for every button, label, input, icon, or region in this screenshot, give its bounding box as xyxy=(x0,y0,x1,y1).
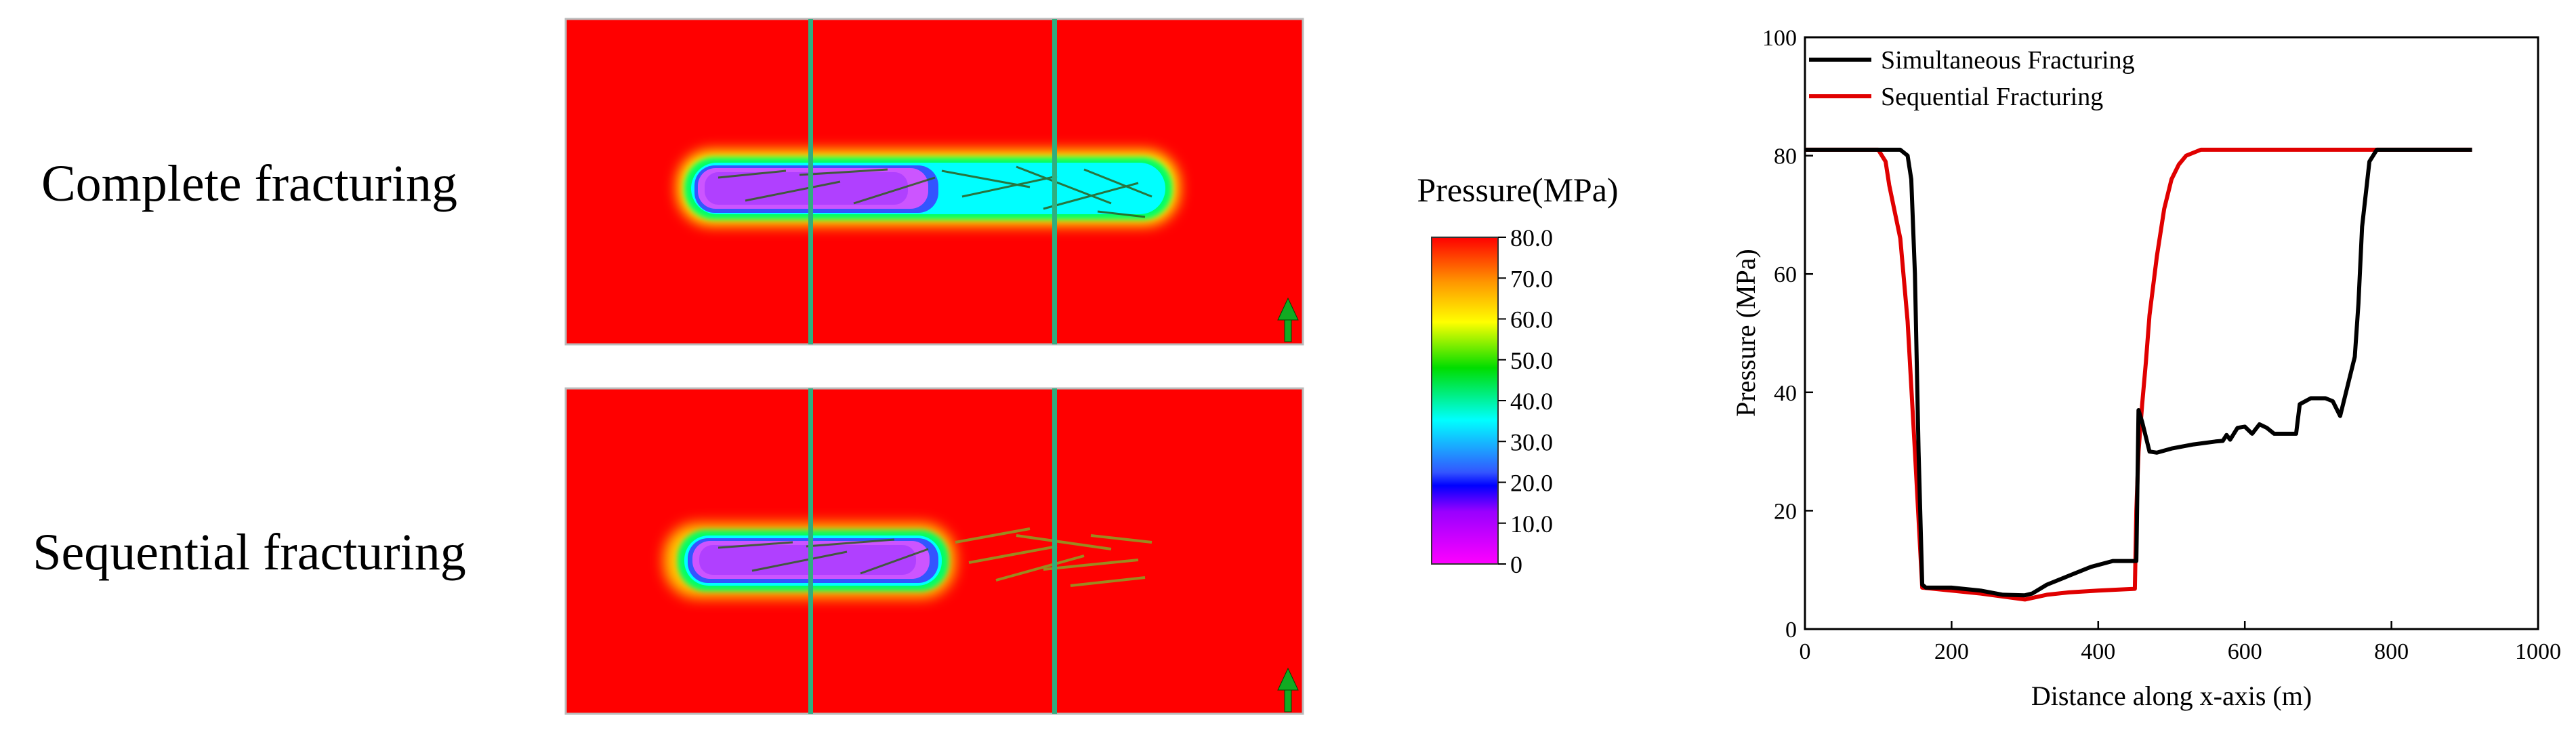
y-tick-label: 60 xyxy=(1774,262,1797,287)
north-arrow-icon xyxy=(1277,667,1299,712)
y-axis-label: Pressure (MPa) xyxy=(1730,249,1761,417)
simulation-panel-complete xyxy=(564,18,1304,346)
colorbar-tick-label: 20.0 xyxy=(1510,470,1553,497)
colorbar-tick-label: 50.0 xyxy=(1510,347,1553,374)
x-tick-label: 400 xyxy=(2081,639,2115,664)
colorbar-tick-label: 70.0 xyxy=(1510,265,1553,292)
legend-entry: Sequential Fracturing xyxy=(1881,83,2103,111)
x-tick-label: 200 xyxy=(1934,639,1969,664)
x-tick-label: 1000 xyxy=(2515,639,2561,664)
y-tick-label: 20 xyxy=(1774,499,1797,524)
colorbar: Pressure(MPa) 80.0 70.0 60.0 50.0 40.0 30.0 20… xyxy=(1417,171,1618,578)
north-arrow-icon xyxy=(1277,297,1299,342)
series-line-1 xyxy=(1805,147,2472,602)
x-axis-label: Distance along x-axis (m) xyxy=(2031,681,2312,711)
row-label-sequential: Sequential fracturing xyxy=(33,524,465,581)
simulation-panel-sequential xyxy=(564,387,1304,715)
row-label-complete: Complete fracturing xyxy=(41,155,457,212)
colorbar-tick-label: 10.0 xyxy=(1510,510,1553,538)
colorbar-tick-label: 30.0 xyxy=(1510,428,1553,456)
colorbar-tick-label: 60.0 xyxy=(1510,306,1553,334)
colorbar-tick-label: 0 xyxy=(1510,551,1522,578)
y-tick-label: 40 xyxy=(1774,381,1797,406)
colorbar-tick-label: 80.0 xyxy=(1510,224,1553,251)
x-tick-label: 600 xyxy=(2228,639,2262,664)
colorbar-tick-label: 40.0 xyxy=(1510,388,1553,415)
y-tick-label: 0 xyxy=(1785,618,1797,643)
colorbar-gradient xyxy=(1431,237,1499,565)
series-line-0 xyxy=(1805,147,2472,598)
x-tick-label: 0 xyxy=(1800,639,1811,664)
colorbar-title: Pressure(MPa) xyxy=(1417,171,1618,209)
y-tick-label: 100 xyxy=(1762,26,1797,51)
legend-entry: Simultaneous Fracturing xyxy=(1881,46,2135,75)
line-chart: 0 200 400 600 800 1000 0 20 40 60 80 100 Distance a… xyxy=(1730,26,2561,711)
plot-frame xyxy=(1804,36,2539,630)
x-tick-label: 800 xyxy=(2374,639,2409,664)
y-tick-label: 80 xyxy=(1774,144,1797,169)
